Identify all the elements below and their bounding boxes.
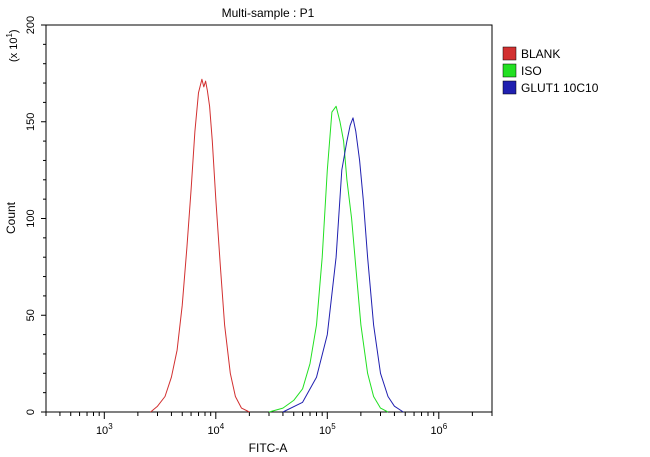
- legend-label: GLUT1 10C10: [521, 81, 599, 95]
- x-axis-ticks: 103 104 105 106: [45, 412, 493, 437]
- x-tick-label: 105: [319, 422, 336, 437]
- legend: BLANK ISO GLUT1 10C10: [502, 46, 599, 95]
- x-tick-label: 103: [96, 422, 113, 437]
- x-tick-exponent: 5: [331, 422, 336, 431]
- x-tick-exponent: 3: [108, 422, 113, 431]
- x-tick-base: 10: [207, 425, 219, 437]
- x-axis-label: FITC-A: [249, 441, 288, 455]
- x-tick-label: 106: [430, 422, 447, 437]
- y-multiplier-exponent: 1: [5, 33, 14, 38]
- legend-swatch: [502, 63, 517, 78]
- y-axis-ticks: 0 50 100 150 200: [25, 16, 46, 415]
- x-tick-base: 10: [96, 425, 108, 437]
- x-tick-base: 10: [319, 425, 331, 437]
- plot-frame: [45, 24, 493, 413]
- x-tick-base: 10: [430, 425, 442, 437]
- legend-swatch: [502, 46, 517, 61]
- y-multiplier-text: (x 10: [8, 38, 20, 62]
- legend-label: ISO: [521, 64, 542, 78]
- y-tick-label: 200: [25, 16, 37, 34]
- y-tick-label: 50: [25, 309, 37, 321]
- svg-text:(x 101): (x 101): [5, 29, 20, 62]
- y-axis-multiplier: (x 101): [5, 29, 20, 62]
- series-line-blank: [150, 78, 250, 413]
- x-tick-label: 104: [207, 422, 224, 437]
- x-tick-exponent: 4: [220, 422, 225, 431]
- series-line-iso: [268, 105, 389, 413]
- histogram-series: [150, 78, 404, 413]
- x-tick-exponent: 6: [443, 422, 448, 431]
- y-tick-label: 0: [25, 409, 37, 415]
- chart-title: Multi-sample : P1: [222, 6, 315, 20]
- series-line-glut1-10c10: [282, 117, 404, 413]
- legend-label: BLANK: [521, 47, 560, 61]
- legend-swatch: [502, 80, 517, 95]
- y-tick-label: 100: [25, 209, 37, 227]
- y-tick-label: 150: [25, 113, 37, 131]
- y-axis-label: Count: [4, 201, 18, 234]
- y-multiplier-close: ): [8, 29, 20, 33]
